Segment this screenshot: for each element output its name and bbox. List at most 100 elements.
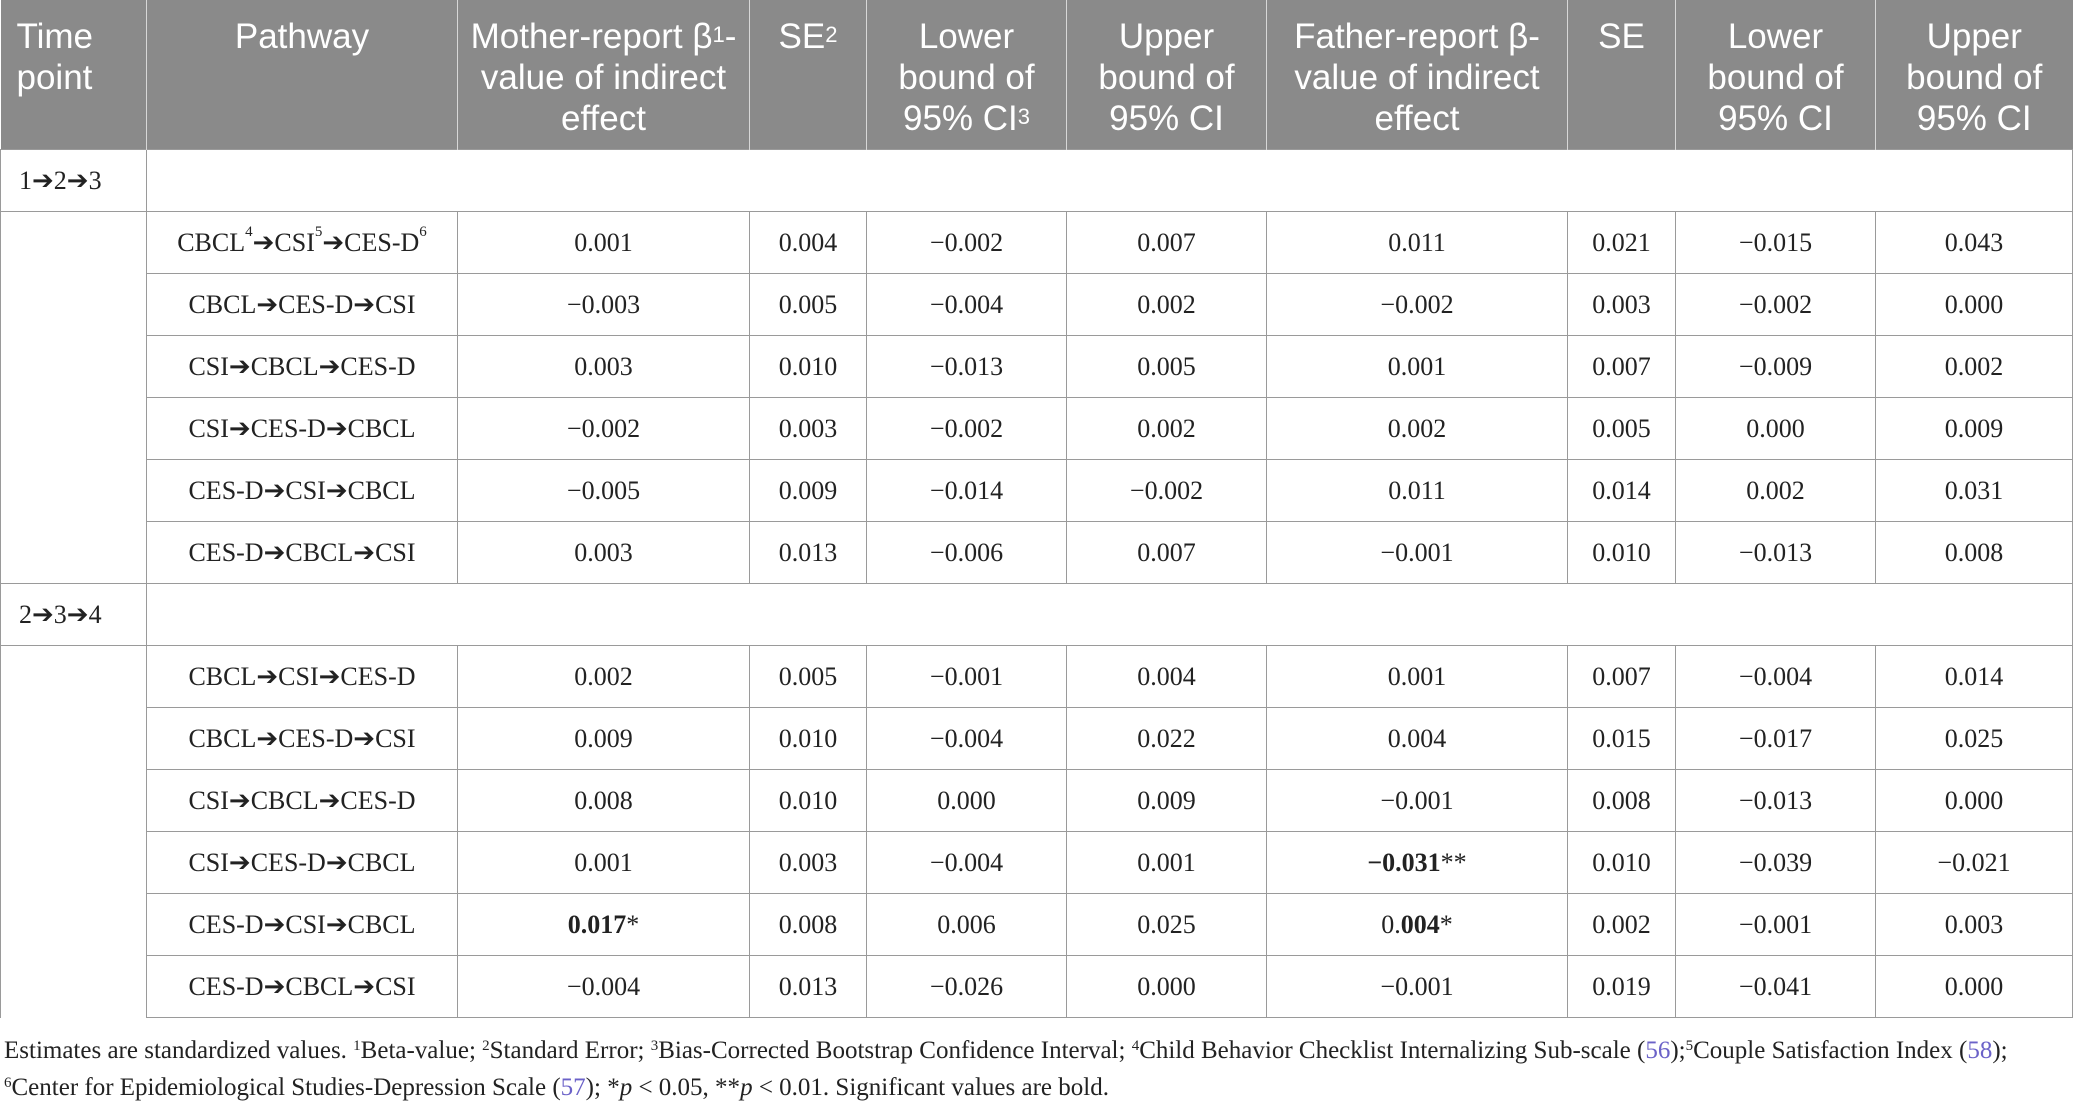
se-father-cell: 0.008 [1567,769,1676,832]
mother-beta-cell: 0.002 [457,645,750,708]
table-row: CES-D➔CSI➔CBCL −0.005 0.009 −0.014 −0.00… [0,459,2073,522]
time-point-label: 1➔2➔3 [0,149,147,212]
reference-link-56[interactable]: 56 [1645,1037,1671,1064]
lower-mother-cell: −0.014 [866,459,1067,522]
header-lower-mother: Lower bound of 95% CI3 [866,0,1067,150]
pathway-cell: CSI➔CES-D➔CBCL [146,831,458,894]
lower-mother-cell: −0.004 [866,707,1067,770]
header-se-father: SE [1567,0,1676,150]
mother-beta-cell: 0.003 [457,335,750,398]
footnote-text: Standard Error; [489,1037,651,1064]
reference-link-57[interactable]: 57 [560,1074,586,1101]
lower-mother-cell: 0.006 [866,893,1067,956]
se-father-cell: 0.015 [1567,707,1676,770]
father-beta-cell: −0.001 [1266,521,1568,584]
lower-father-cell: −0.002 [1675,273,1876,336]
lower-mother-cell: −0.013 [866,335,1067,398]
se-father-cell: 0.003 [1567,273,1676,336]
father-beta-cell-significant: −0.031** [1266,831,1568,894]
mother-beta-cell: 0.008 [457,769,750,832]
se-father-cell: 0.014 [1567,459,1676,522]
time-point-blank [0,769,147,832]
upper-mother-cell: 0.000 [1066,955,1267,1018]
upper-father-cell: 0.000 [1875,955,2073,1018]
header-mother-beta: Mother-report β1-value of indirect effec… [457,0,750,150]
bold-value: 0.017 [567,909,627,939]
lower-father-cell: −0.001 [1675,893,1876,956]
lower-mother-cell: −0.026 [866,955,1067,1018]
group-spacer [146,583,2073,646]
footnote-marker: 6 [4,1075,12,1091]
se-mother-cell: 0.003 [749,397,867,460]
pathway-cell: CES-D➔CBCL➔CSI [146,521,458,584]
footnote-marker: 1 [353,1038,361,1054]
upper-mother-cell: 0.001 [1066,831,1267,894]
time-point-blank [0,459,147,522]
lower-father-cell: −0.015 [1675,211,1876,274]
header-upper-father: Upper bound of 95% CI [1875,0,2073,150]
footnote-text: Estimates are standardized values. [4,1037,354,1064]
mother-beta-cell: 0.009 [457,707,750,770]
mother-beta-cell: 0.001 [457,831,750,894]
mother-beta-cell: 0.003 [457,521,750,584]
significance-mark: * [626,909,640,939]
pathway-cell: CSI➔CBCL➔CES-D [146,335,458,398]
se-father-cell: 0.007 [1567,645,1676,708]
se-father-cell: 0.002 [1567,893,1676,956]
lower-father-cell: −0.004 [1675,645,1876,708]
footnote-text: Child Behavior Checklist Internalizing S… [1139,1037,1646,1064]
mother-beta-cell: −0.004 [457,955,750,1018]
father-beta-cell: 0.011 [1266,459,1568,522]
lower-father-cell: −0.041 [1675,955,1876,1018]
lower-mother-cell: −0.006 [866,521,1067,584]
father-beta-cell: −0.001 [1266,769,1568,832]
header-father-beta: Father-report β-value of indirect effect [1266,0,1568,150]
footnote-text: ); * [585,1074,620,1101]
time-point-label: 2➔3➔4 [0,583,147,646]
lower-father-cell: −0.017 [1675,707,1876,770]
upper-mother-cell: 0.007 [1066,521,1267,584]
se-father-cell: 0.019 [1567,955,1676,1018]
upper-mother-cell: 0.022 [1066,707,1267,770]
upper-father-cell: 0.000 [1875,769,2073,832]
father-beta-cell: −0.001 [1266,955,1568,1018]
table-row: CSI➔CES-D➔CBCL 0.001 0.003 −0.004 0.001 … [0,831,2073,894]
upper-father-cell: 0.008 [1875,521,2073,584]
mother-beta-cell: −0.005 [457,459,750,522]
se-mother-cell: 0.004 [749,211,867,274]
header-se-mother: SE2 [749,0,867,150]
footnote-marker: 4 [1131,1038,1140,1054]
upper-father-cell: 0.003 [1875,893,2073,956]
footnote-marker: 2 [482,1038,490,1054]
group-spacer [146,149,2073,212]
upper-father-cell: 0.031 [1875,459,2073,522]
father-beta-cell: 0.002 [1266,397,1568,460]
table-row: CBCL➔CES-D➔CSI −0.003 0.005 −0.004 0.002… [0,273,2073,336]
mother-beta-cell-significant: 0.017* [457,893,750,956]
se-mother-cell: 0.013 [749,521,867,584]
upper-father-cell: 0.014 [1875,645,2073,708]
footnote-text: ); [1992,1037,2008,1064]
table-row: CES-D➔CBCL➔CSI −0.004 0.013 −0.026 0.000… [0,955,2073,1018]
father-beta-cell-significant: 0.004* [1266,893,1568,956]
upper-father-cell: 0.043 [1875,211,2073,274]
se-mother-cell: 0.005 [749,645,867,708]
group-row: 2➔3➔4 [0,583,2073,646]
time-point-blank [0,645,147,708]
time-point-blank [0,707,147,770]
pathway-cell: CBCL4➔CSI5➔CES-D6 [146,211,458,274]
significance-mark: ** [1440,847,1467,877]
table-row: CES-D➔CSI➔CBCL 0.017* 0.008 0.006 0.025 … [0,893,2073,956]
se-mother-cell: 0.005 [749,273,867,336]
lower-mother-cell: −0.001 [866,645,1067,708]
table-row: CBCL➔CSI➔CES-D 0.002 0.005 −0.001 0.004 … [0,645,2073,708]
results-table-wrapper: Time point Pathway Mother-report β1-valu… [0,0,2073,1018]
reference-link-58[interactable]: 58 [1967,1037,1993,1064]
table-row: CSI➔CES-D➔CBCL −0.002 0.003 −0.002 0.002… [0,397,2073,460]
footnote-text: < 0.05, ** [632,1074,741,1101]
upper-father-cell: 0.025 [1875,707,2073,770]
pathway-cell: CES-D➔CSI➔CBCL [146,893,458,956]
upper-mother-cell: 0.007 [1066,211,1267,274]
table-header: Time point Pathway Mother-report β1-valu… [0,0,2073,150]
time-point-blank [0,831,147,894]
